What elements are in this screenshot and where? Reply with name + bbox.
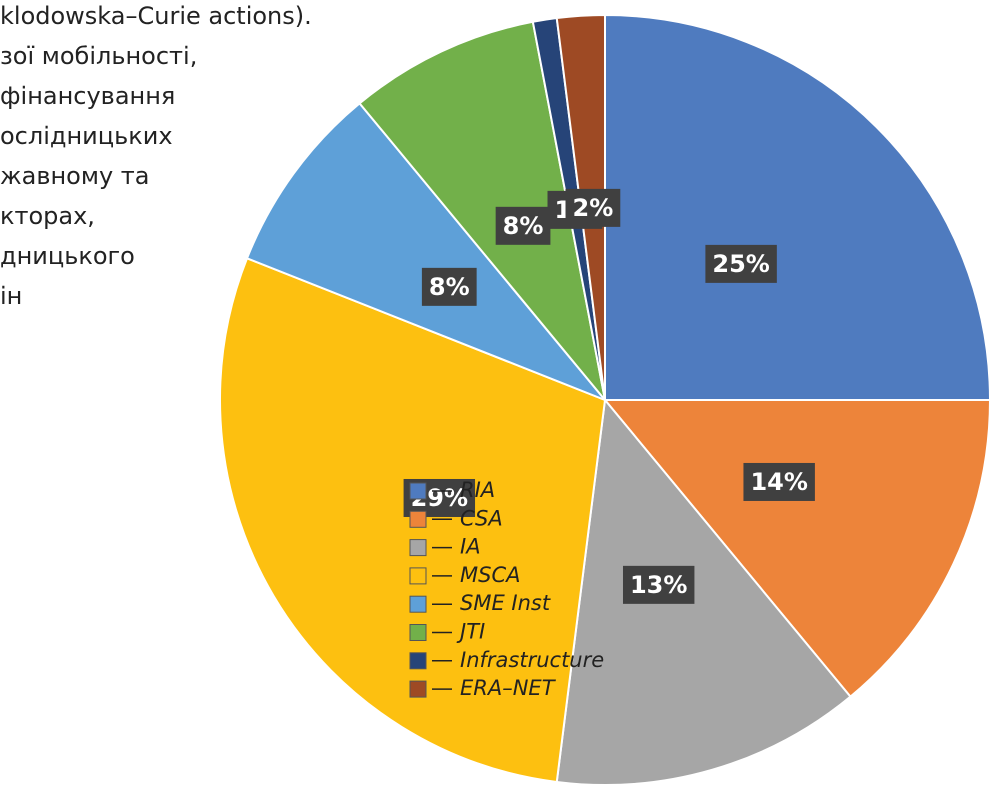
body-text: ослідницьких: [0, 122, 173, 150]
legend-swatch: [409, 510, 427, 528]
legend-swatch: [409, 595, 427, 613]
pie-slice: [604, 13, 989, 401]
legend-swatch: [409, 624, 427, 641]
body-text: жавному та: [0, 162, 149, 190]
body-text: фінансування: [0, 82, 175, 110]
body-text: klodowska–Curie actions).: [0, 2, 312, 30]
data-label-box: [705, 244, 777, 283]
data-label: 14%: [743, 462, 815, 501]
legend-swatch: [409, 680, 427, 698]
data-label-text: 8%: [429, 273, 470, 301]
legend-swatch: [409, 652, 427, 670]
data-label-text: 13%: [630, 571, 687, 599]
data-label: 29%: [403, 478, 476, 517]
data-label-text: 2%: [573, 194, 614, 222]
data-label-box: [743, 462, 815, 501]
data-label-box: [495, 206, 551, 245]
data-label-text: 8%: [503, 212, 544, 240]
legend-label: CSA: [460, 506, 503, 530]
legend-label: ERA–NET: [460, 676, 557, 700]
body-text: зої мобільності,: [0, 42, 197, 70]
data-label-text: 14%: [750, 468, 807, 496]
body-text: кторах,: [0, 202, 95, 230]
data-label: 2%: [565, 188, 621, 227]
legend-label: RIA: [460, 478, 495, 502]
pie-slice: [245, 101, 606, 401]
legend-label: JTI: [456, 620, 485, 644]
legend-swatch: [409, 482, 427, 500]
data-label: 25%: [705, 244, 777, 283]
legend-label: MSCA: [460, 563, 520, 587]
pie-slice: [358, 20, 606, 401]
data-label-box: [622, 565, 695, 604]
body-text: дницького: [0, 242, 135, 270]
legend-label: IA: [460, 535, 481, 559]
legend-swatch: [409, 567, 427, 585]
legend-label: Infrastructure: [460, 648, 604, 672]
data-label: 13%: [622, 565, 695, 604]
legend-label: SME Inst: [460, 591, 551, 615]
data-label-box: [565, 188, 621, 227]
data-label-box: [421, 267, 477, 306]
data-label-text: 25%: [712, 250, 769, 278]
legend-swatch: [409, 539, 427, 557]
data-label: 8%: [495, 206, 551, 245]
body-text: ін: [0, 282, 22, 310]
pie-slice: [602, 399, 989, 699]
data-label: 8%: [421, 267, 477, 306]
